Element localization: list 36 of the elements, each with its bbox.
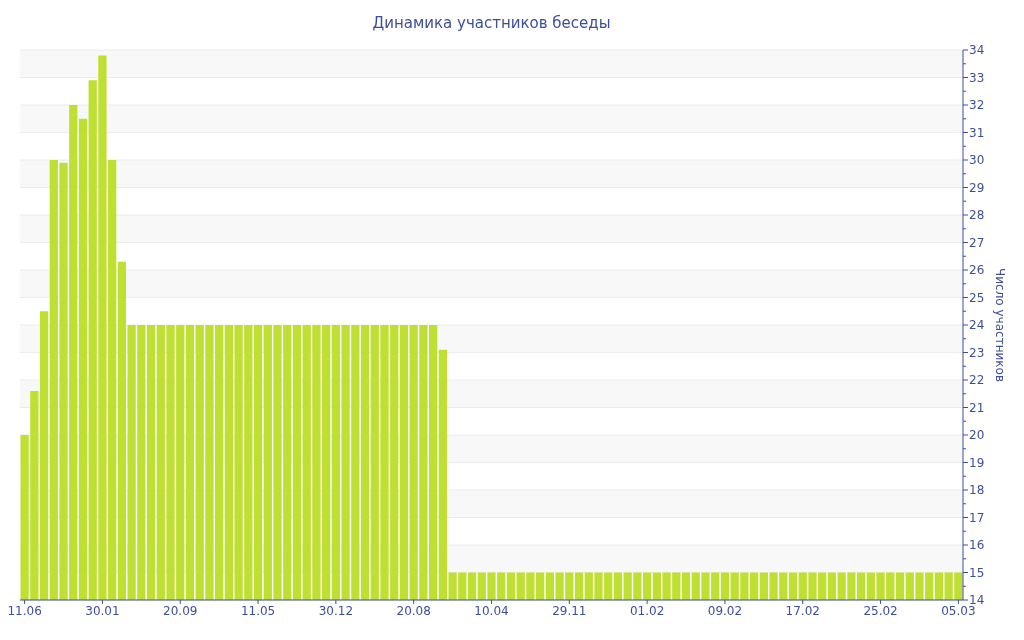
x-tick-label: 10.04 [474,604,509,618]
y2-tick-label: 24 [969,318,985,332]
x-tick-label: 09.02 [707,604,743,618]
y2-tick-label: 23 [969,345,985,360]
x-tick-label: 29.11 [552,604,587,618]
x-tick-label: 25.02 [863,604,898,618]
y2-tick-label: 33 [969,70,985,85]
y2-tick-label: 29 [969,180,985,195]
x-tick-label: 11.06 [7,604,42,618]
y2-tick-label: 16 [969,538,985,552]
y2-tick-label: 17 [969,510,985,525]
y2-tick-label: 20 [969,428,985,442]
x-tick-label: 11.05 [240,604,276,618]
y2-tick-label: 30 [969,153,985,167]
y2-tick-label: 31 [969,125,985,140]
x-tick-label: 17.02 [785,604,820,618]
y2-tick-label: 28 [969,208,985,222]
x-tick-label: 30.12 [318,604,354,618]
chart-title: Динамика участников беседы [372,14,611,32]
x-tick-label: 05.03 [941,604,976,618]
x-tick-label: 30.01 [85,604,120,618]
y2-tick-label: 18 [969,483,985,497]
y2-tick-label: 26 [969,263,985,277]
y2-tick-label: 15 [969,565,985,580]
y2-tick-label: 21 [969,400,985,415]
x-tick-label: 20.09 [163,604,198,618]
y2-tick-label: 22 [969,373,985,387]
y2-tick-label: 27 [969,235,985,250]
y2-axis-title: Число участников [993,268,1007,382]
y2-tick-label: 25 [969,290,985,305]
x-tick-label: 20.08 [396,604,431,618]
y2-tick-label: 19 [969,455,985,470]
y2-tick-label: 34 [969,43,985,57]
x-tick-label: 01.02 [629,604,665,618]
y2-tick-label: 14 [969,593,985,607]
y2-tick-label: 32 [969,98,985,112]
